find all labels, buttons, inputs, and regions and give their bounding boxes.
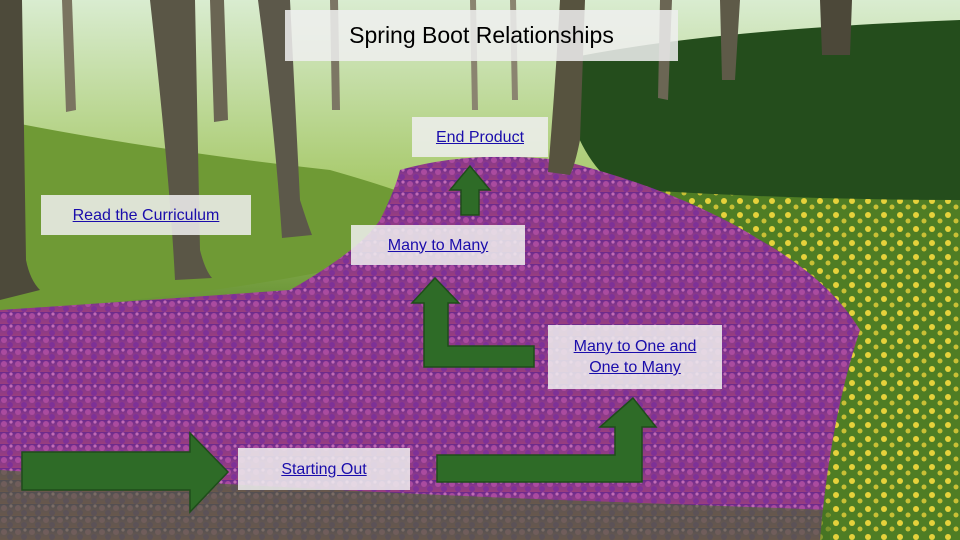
many-to-many-box: Many to Many <box>351 225 525 265</box>
read-curriculum-box: Read the Curriculum <box>41 195 251 235</box>
many-to-one-box: Many to One and One to Many <box>548 325 722 389</box>
many-to-one-link-line1: Many to One and <box>573 338 697 355</box>
end-product-box: End Product <box>412 117 548 157</box>
many-to-one-link-line2: One to Many <box>589 359 681 376</box>
page-title: Spring Boot Relationships <box>349 22 614 48</box>
starting-out-box: Starting Out <box>238 448 410 490</box>
starting-out-link[interactable]: Starting Out <box>281 460 367 478</box>
many-to-one-link[interactable]: Many to One and One to Many <box>574 336 697 378</box>
many-to-many-link[interactable]: Many to Many <box>387 236 489 254</box>
end-product-link[interactable]: End Product <box>435 128 525 146</box>
page-title-box: Spring Boot Relationships <box>285 10 678 61</box>
read-curriculum-link[interactable]: Read the Curriculum <box>72 206 220 224</box>
